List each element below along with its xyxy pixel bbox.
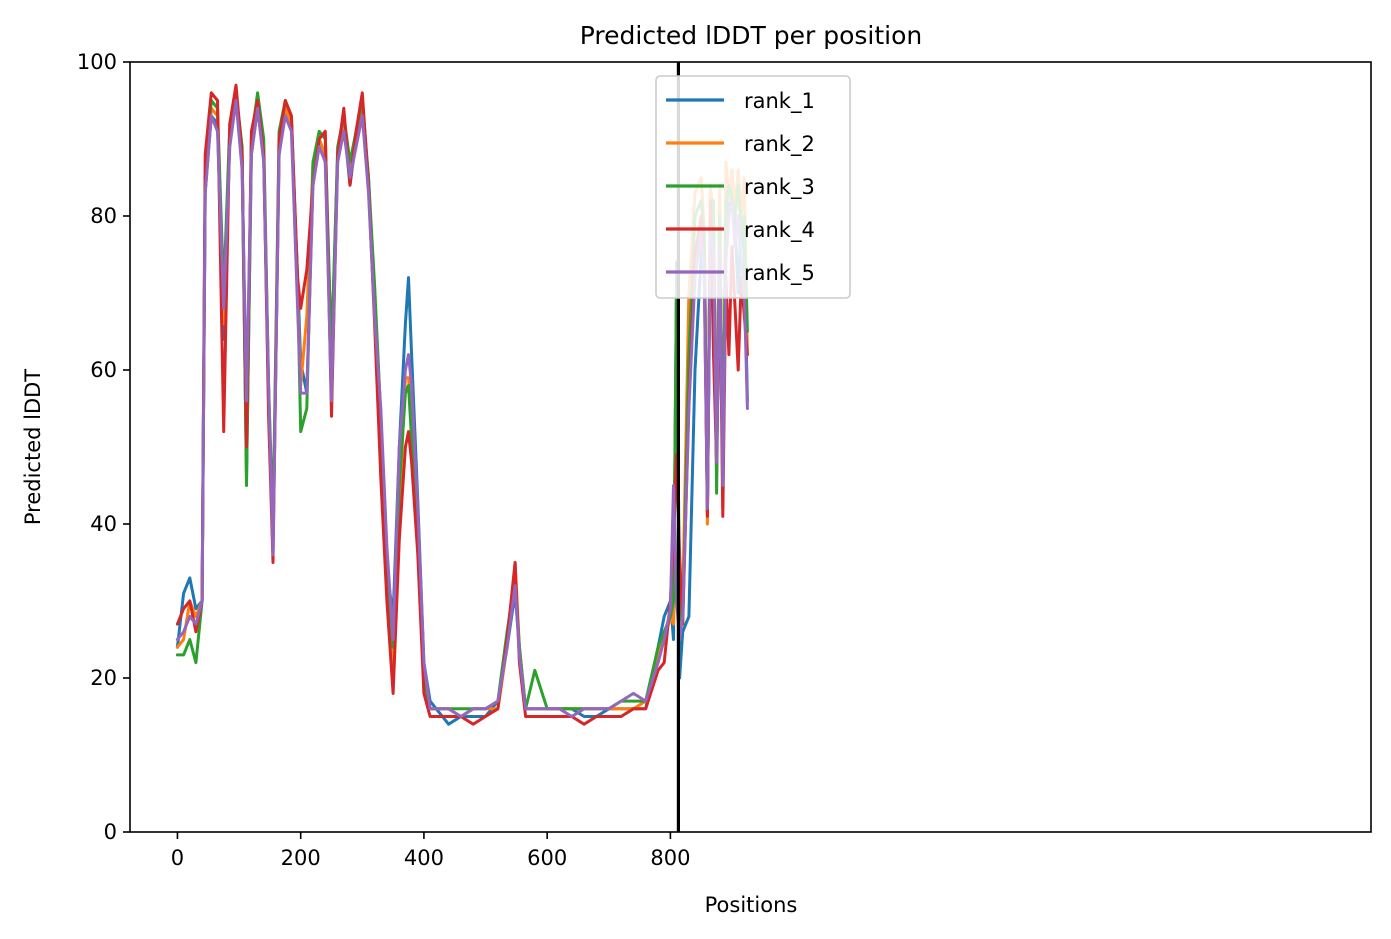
legend-label-rank_3: rank_3	[744, 175, 815, 200]
x-tick-label: 600	[527, 846, 567, 870]
y-tick-label: 60	[90, 358, 117, 382]
y-axis-label: Predicted lDDT	[21, 369, 45, 525]
x-tick-label: 400	[404, 846, 444, 870]
legend-label-rank_2: rank_2	[744, 132, 815, 157]
y-tick-label: 20	[90, 666, 117, 690]
x-tick-label: 0	[171, 846, 184, 870]
chart-title: Predicted lDDT per position	[580, 21, 922, 50]
plot-area	[175, 62, 749, 832]
y-axis: 0 20 40 60 80 100	[77, 50, 130, 844]
x-axis: 0 200 400 600 800	[171, 832, 690, 870]
y-tick-label: 0	[104, 820, 117, 844]
x-axis-label: Positions	[705, 893, 798, 917]
legend-label-rank_4: rank_4	[744, 218, 815, 243]
y-tick-label: 100	[77, 50, 117, 74]
x-tick-label: 800	[650, 846, 690, 870]
x-tick-label: 200	[281, 846, 321, 870]
legend-label-rank_5: rank_5	[744, 261, 815, 286]
legend: rank_1 rank_2 rank_3 rank_4 rank_5	[655, 75, 851, 299]
y-tick-label: 40	[90, 512, 117, 536]
plot-frame	[129, 61, 1372, 833]
legend-box	[655, 75, 851, 299]
legend-label-rank_1: rank_1	[744, 89, 815, 114]
y-tick-label: 80	[90, 204, 117, 228]
